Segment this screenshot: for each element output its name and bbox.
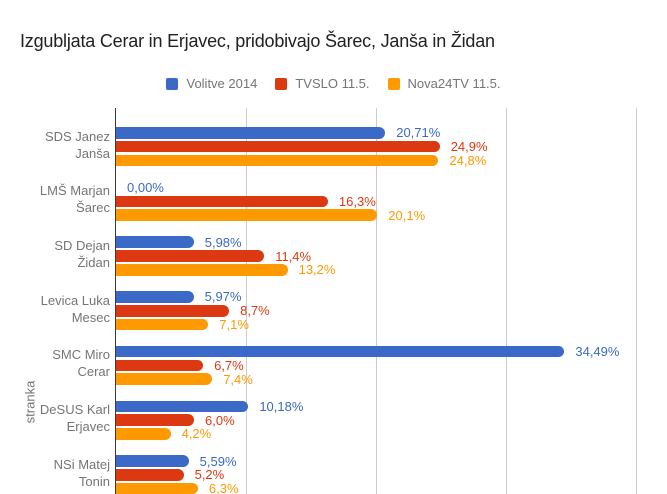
- value-label-nova24tv-11-5-nsi-matej-tonin: 6,3%: [208, 481, 239, 494]
- bar-volitve-2014-sd-dejan-idan[interactable]: [116, 236, 194, 249]
- bar-nova24tv-11-5-nsi-matej-tonin[interactable]: [116, 482, 198, 494]
- bar-nova24tv-11-5-smc-miro-cerar[interactable]: [116, 373, 213, 386]
- legend-item-volitve-2014[interactable]: Volitve 2014: [166, 77, 257, 90]
- y-axis-title: stranka: [22, 380, 38, 424]
- bar-tvslo-11-5-desus-karl-erjavec[interactable]: [116, 414, 194, 426]
- x-gridline-40: [635, 108, 637, 494]
- value-label-tvslo-11-5-sds-janez-jan-a: 24,9%: [450, 139, 488, 155]
- legend-label: Nova24TV 11.5.: [407, 76, 501, 91]
- value-label-volitve-2014-lm-marjan-arec: 0,00%: [127, 180, 164, 196]
- legend: Volitve 2014 TVSLO 11.5. Nova24TV 11.5.: [0, 77, 667, 90]
- category-label-smc-miro-cerar: SMC Miro Cerar: [52, 347, 110, 380]
- chart-title: Izgubljata Cerar in Erjavec, pridobivajo…: [20, 31, 495, 51]
- bar-tvslo-11-5-sds-janez-jan-a[interactable]: [116, 140, 440, 153]
- x-gridline-20: [375, 108, 377, 494]
- value-label-tvslo-11-5-lm-marjan-arec: 16,3%: [338, 193, 376, 209]
- bar-tvslo-11-5-levica-luka-mesec[interactable]: [116, 304, 230, 317]
- value-label-volitve-2014-smc-miro-cerar: 34,49%: [575, 344, 620, 360]
- bar-volitve-2014-nsi-matej-tonin[interactable]: [116, 455, 189, 467]
- value-label-volitve-2014-sd-dejan-idan: 5,98%: [204, 234, 242, 250]
- bar-volitve-2014-smc-miro-cerar[interactable]: [116, 345, 565, 358]
- bar-nova24tv-11-5-desus-karl-erjavec[interactable]: [116, 428, 171, 440]
- y-axis-line: [115, 108, 116, 494]
- value-label-tvslo-11-5-sd-dejan-idan: 11,4%: [275, 248, 312, 264]
- bar-nova24tv-11-5-lm-marjan-arec[interactable]: [116, 209, 378, 221]
- value-label-nova24tv-11-5-desus-karl-erjavec: 4,2%: [181, 426, 212, 442]
- legend-label: TVSLO 11.5.: [295, 76, 370, 91]
- bar-volitve-2014-levica-luka-mesec[interactable]: [116, 291, 194, 303]
- bar-nova24tv-11-5-levica-luka-mesec[interactable]: [116, 318, 209, 331]
- value-label-volitve-2014-desus-karl-erjavec: 10,18%: [259, 398, 304, 414]
- bar-nova24tv-11-5-sd-dejan-idan[interactable]: [116, 264, 288, 276]
- category-label-levica-luka-mesec: Levica Luka Mesec: [40, 292, 110, 325]
- bar-tvslo-11-5-lm-marjan-arec[interactable]: [116, 195, 328, 208]
- value-label-tvslo-11-5-nsi-matej-tonin: 5,2%: [194, 467, 225, 483]
- category-label-desus-karl-erjavec: DeSUS Karl Erjavec: [39, 402, 110, 434]
- legend-swatch-icon: [275, 77, 288, 90]
- x-gridline-30: [505, 108, 507, 494]
- value-label-volitve-2014-nsi-matej-tonin: 5,59%: [199, 453, 237, 469]
- legend-item-nova24tv[interactable]: Nova24TV 11.5.: [387, 76, 501, 91]
- bar-tvslo-11-5-sd-dejan-idan[interactable]: [116, 250, 265, 262]
- category-label-sd-dejan-idan: SD Dejan Židan: [54, 237, 110, 270]
- bar-tvslo-11-5-nsi-matej-tonin[interactable]: [116, 469, 184, 481]
- legend-item-tvslo[interactable]: TVSLO 11.5.: [275, 76, 370, 91]
- value-label-tvslo-11-5-smc-miro-cerar: 6,7%: [214, 357, 244, 373]
- bar-volitve-2014-desus-karl-erjavec[interactable]: [116, 400, 249, 413]
- category-label-sds-janez-jan-a: SDS Janez Janša: [44, 128, 110, 161]
- value-label-nova24tv-11-5-lm-marjan-arec: 20,1%: [388, 207, 426, 223]
- bar-volitve-2014-sds-janez-jan-a[interactable]: [116, 127, 386, 139]
- bar-tvslo-11-5-smc-miro-cerar[interactable]: [116, 359, 204, 372]
- legend-label: Volitve 2014: [186, 76, 258, 91]
- legend-swatch-icon: [387, 77, 400, 90]
- x-gridline-10: [245, 108, 247, 494]
- legend-swatch-icon: [166, 77, 179, 90]
- value-label-tvslo-11-5-desus-karl-erjavec: 6,0%: [205, 412, 235, 428]
- value-label-nova24tv-11-5-sd-dejan-idan: 13,2%: [298, 262, 336, 278]
- category-label-nsi-matej-tonin: NSi Matej Tonin: [53, 456, 110, 489]
- value-label-nova24tv-11-5-sds-janez-jan-a: 24,8%: [449, 152, 487, 168]
- value-label-volitve-2014-sds-janez-jan-a: 20,71%: [396, 125, 441, 141]
- bar-nova24tv-11-5-sds-janez-jan-a[interactable]: [116, 154, 439, 167]
- value-label-nova24tv-11-5-levica-luka-mesec: 7,1%: [219, 317, 249, 333]
- category-label-lm-marjan-arec: LMŠ Marjan Šarec: [39, 183, 110, 216]
- value-label-nova24tv-11-5-smc-miro-cerar: 7,4%: [223, 371, 253, 387]
- value-label-volitve-2014-levica-luka-mesec: 5,97%: [204, 289, 242, 305]
- value-label-tvslo-11-5-levica-luka-mesec: 8,7%: [240, 303, 270, 319]
